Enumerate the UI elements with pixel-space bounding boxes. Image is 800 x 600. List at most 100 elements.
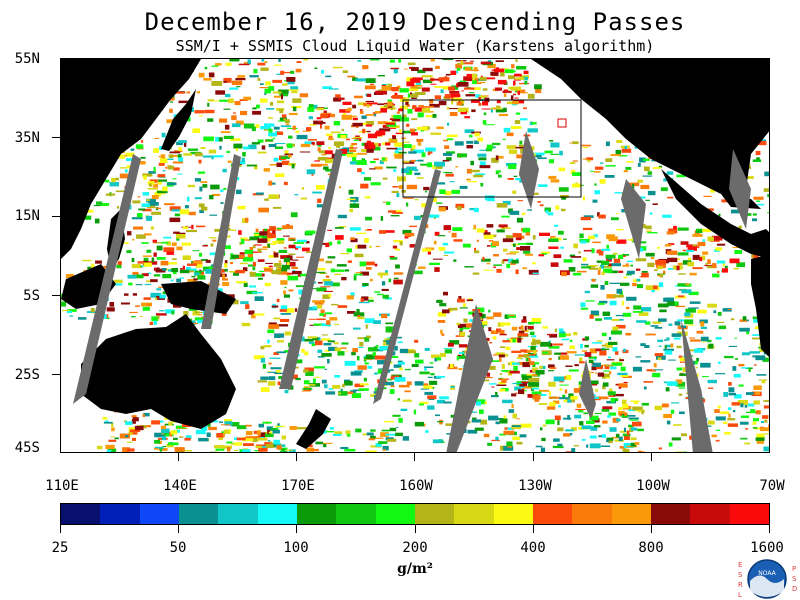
cloud-patch bbox=[453, 259, 457, 262]
cloud-patch bbox=[367, 229, 372, 231]
land-new-zealand bbox=[296, 409, 331, 449]
cloud-patch bbox=[533, 349, 537, 355]
cloud-patch bbox=[510, 337, 521, 339]
cloud-patch bbox=[618, 410, 625, 416]
cloud-patch bbox=[285, 308, 295, 313]
cloud-patch bbox=[352, 117, 358, 121]
cloud-patch bbox=[421, 75, 433, 78]
cloud-patch bbox=[755, 410, 761, 415]
cloud-patch bbox=[112, 283, 123, 286]
cloud-patch bbox=[231, 422, 240, 426]
cloud-patch bbox=[739, 319, 748, 322]
cloud-patch bbox=[534, 84, 542, 90]
cloud-patch bbox=[351, 143, 357, 146]
cloud-patch bbox=[237, 75, 245, 78]
cloud-patch bbox=[392, 356, 399, 358]
cloud-patch bbox=[140, 315, 143, 318]
cloud-patch bbox=[415, 81, 421, 86]
cloud-patch bbox=[697, 309, 707, 314]
lat-label-45s: 45S bbox=[14, 440, 40, 456]
cloud-patch bbox=[175, 425, 186, 430]
cloud-patch bbox=[515, 269, 519, 275]
cloud-patch bbox=[385, 270, 388, 274]
cloud-patch bbox=[514, 120, 521, 124]
cloud-patch bbox=[387, 99, 392, 104]
cloud-patch bbox=[539, 204, 544, 207]
cloud-patch bbox=[600, 285, 605, 290]
cloud-patch bbox=[338, 153, 347, 156]
cloud-patch bbox=[502, 238, 514, 243]
cloud-patch bbox=[717, 405, 721, 409]
cloud-patch bbox=[335, 94, 341, 98]
cloud-patch bbox=[306, 447, 315, 452]
cloud-patch bbox=[334, 347, 342, 352]
cloud-patch bbox=[517, 243, 528, 245]
cloud-patch bbox=[202, 245, 208, 247]
cloud-patch bbox=[611, 330, 622, 335]
cloud-patch bbox=[608, 270, 618, 274]
cloud-patch bbox=[379, 160, 384, 165]
cloud-patch bbox=[246, 164, 257, 167]
cloud-patch bbox=[645, 199, 650, 201]
cloud-patch bbox=[524, 330, 527, 332]
cloud-patch bbox=[446, 106, 449, 110]
cloud-patch bbox=[422, 67, 433, 72]
cloud-patch bbox=[176, 246, 183, 251]
cloud-patch bbox=[258, 423, 264, 428]
cloud-patch bbox=[750, 409, 756, 414]
cloud-patch bbox=[685, 308, 696, 313]
cloud-patch bbox=[690, 339, 701, 342]
cloud-patch bbox=[90, 308, 95, 313]
cloud-patch bbox=[531, 322, 542, 324]
cloud-patch bbox=[675, 381, 685, 387]
cloud-patch bbox=[607, 258, 613, 260]
cloud-patch bbox=[96, 445, 103, 450]
cloud-patch bbox=[317, 318, 326, 321]
cloud-patch bbox=[141, 242, 149, 244]
cloud-patch bbox=[297, 271, 301, 277]
cloud-patch bbox=[186, 229, 197, 233]
cloud-patch bbox=[303, 380, 310, 385]
cloud-patch bbox=[379, 230, 386, 234]
cloud-patch bbox=[246, 290, 258, 295]
cloud-patch bbox=[607, 391, 616, 396]
cloud-patch bbox=[398, 417, 403, 423]
cloud-patch bbox=[619, 357, 622, 359]
cloud-patch bbox=[367, 365, 373, 369]
cloud-patch bbox=[700, 336, 709, 342]
cloud-patch bbox=[702, 228, 711, 233]
cloud-patch bbox=[374, 263, 378, 267]
cloud-patch bbox=[493, 254, 499, 257]
cloud-patch bbox=[167, 442, 179, 446]
cloud-patch bbox=[291, 163, 295, 169]
lat-label-25s: 25S bbox=[14, 367, 40, 383]
cloud-patch bbox=[350, 292, 355, 297]
cloud-patch bbox=[415, 359, 424, 364]
cloud-patch bbox=[351, 115, 357, 118]
cloud-patch bbox=[140, 140, 144, 143]
cloud-patch bbox=[715, 337, 722, 340]
cloud-patch bbox=[618, 407, 623, 411]
cloud-patch bbox=[162, 186, 168, 192]
cloud-patch bbox=[366, 261, 375, 266]
cloud-patch bbox=[514, 73, 522, 77]
cloud-patch bbox=[592, 394, 596, 396]
cloud-patch bbox=[356, 309, 360, 313]
cloud-patch bbox=[602, 311, 611, 316]
cloud-patch bbox=[424, 391, 434, 395]
cloud-patch bbox=[519, 382, 528, 387]
cloud-patch bbox=[483, 232, 491, 237]
cloud-patch bbox=[641, 272, 649, 278]
cloud-patch bbox=[467, 181, 477, 183]
cloud-patch bbox=[570, 395, 578, 400]
cloud-patch bbox=[466, 178, 471, 181]
cloud-patch bbox=[243, 282, 248, 287]
cloud-patch bbox=[761, 379, 766, 384]
cloud-patch bbox=[501, 215, 510, 218]
cloud-patch bbox=[385, 328, 393, 333]
cloud-patch bbox=[193, 272, 200, 276]
cloud-patch bbox=[623, 381, 628, 383]
cloud-patch bbox=[301, 348, 305, 353]
cloud-patch bbox=[189, 268, 197, 271]
cloud-patch bbox=[620, 415, 629, 417]
